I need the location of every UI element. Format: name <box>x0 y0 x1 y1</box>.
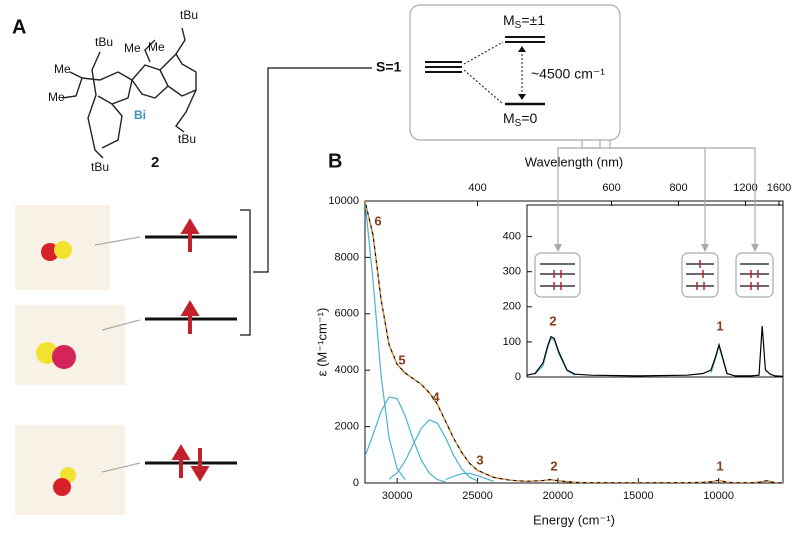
spin-label: S=1 <box>376 59 402 75</box>
y-tick-label: 200 <box>503 301 521 313</box>
x2-axis-label: Wavelength (nm) <box>525 154 624 169</box>
substituent-label: Me <box>54 62 71 76</box>
x2-tick-label: 1600 <box>767 182 791 194</box>
peak-label: 5 <box>398 352 405 367</box>
orbital-render <box>15 205 141 515</box>
bismuth-label: Bi <box>134 108 146 122</box>
series-line <box>365 201 406 480</box>
panel-label: A <box>12 16 26 38</box>
substituent-label: Me <box>48 90 65 104</box>
y-tick-label: 2000 <box>335 421 359 433</box>
peak-label: 6 <box>374 213 381 228</box>
series-line <box>365 201 783 483</box>
y-tick-label: 400 <box>503 230 521 242</box>
peak-label: 2 <box>549 313 556 328</box>
y-tick-label: 4000 <box>335 364 359 376</box>
level-text: =±1 <box>521 12 545 28</box>
compound-number: 2 <box>151 154 159 171</box>
substituent-label: tBu <box>178 132 196 146</box>
x-tick-label: 25000 <box>462 490 493 502</box>
y-axis-label: ε (M⁻¹cm⁻¹) <box>314 308 329 377</box>
level-label: MS=0 <box>503 110 538 129</box>
x-axis-label: Energy (cm⁻¹) <box>533 512 615 527</box>
level-text: S <box>515 20 522 31</box>
y-tick-label: 100 <box>503 336 521 348</box>
y-tick-label: 0 <box>353 477 359 489</box>
substituent-label: tBu <box>180 8 198 22</box>
level-label: MS=±1 <box>503 12 545 31</box>
y-tick-label: 10000 <box>328 195 359 207</box>
y-tick-label: 300 <box>503 266 521 278</box>
series-line <box>388 418 478 482</box>
peak-label: 4 <box>432 389 440 404</box>
gap-label: ~4500 cm⁻¹ <box>531 66 605 82</box>
energy-diagram <box>425 36 545 106</box>
state-icons <box>534 140 774 298</box>
level-text: =0 <box>521 110 537 126</box>
x-tick-label: 30000 <box>382 490 413 502</box>
peak-label: 2 <box>550 458 557 473</box>
x-tick-label: 20000 <box>543 490 574 502</box>
x2-tick-label: 1200 <box>733 182 757 194</box>
y-tick-label: 8000 <box>335 251 359 263</box>
substituent-label: tBu <box>95 35 113 49</box>
series-line <box>527 326 783 377</box>
substituent-label: tBu <box>91 160 109 174</box>
y-tick-label: 6000 <box>335 308 359 320</box>
energy-diagram-box <box>409 4 621 141</box>
series-line <box>445 472 494 482</box>
peak-label: 1 <box>716 318 723 333</box>
peak-label: 1 <box>716 458 723 473</box>
level-text: S <box>515 118 522 129</box>
x2-tick-label: 800 <box>669 182 687 194</box>
x2-tick-label: 600 <box>602 182 620 194</box>
substituent-label: Me <box>148 40 165 54</box>
y-tick-label: 0 <box>515 371 521 383</box>
series-line <box>365 396 446 483</box>
level-text: M <box>503 12 515 28</box>
x2-tick-label: 400 <box>468 182 486 194</box>
peak-label: 3 <box>476 452 483 467</box>
orbital-levels <box>145 67 372 482</box>
x-tick-label: 15000 <box>623 490 654 502</box>
substituent-label: Me <box>124 41 141 55</box>
panel-label: B <box>328 150 342 172</box>
molecule-structure <box>61 27 197 159</box>
level-text: M <box>503 110 515 126</box>
x-tick-label: 10000 <box>703 490 734 502</box>
